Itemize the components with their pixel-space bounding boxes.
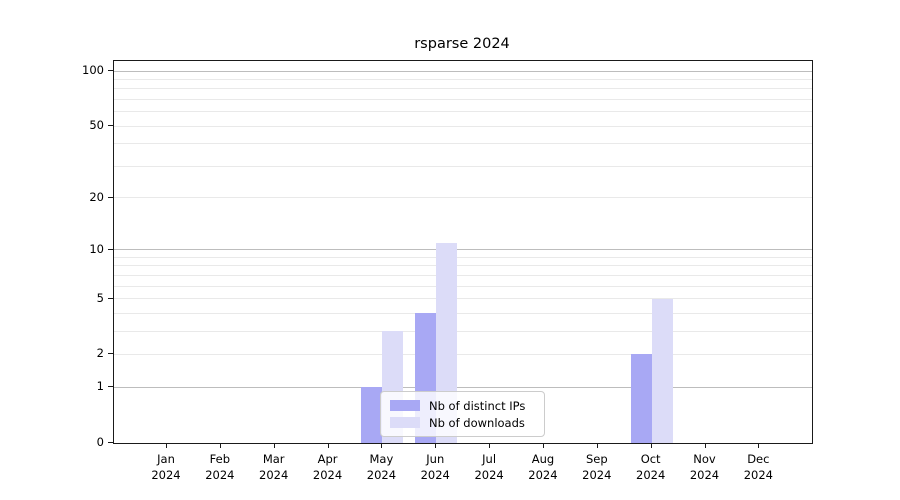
- x-tick-month: Mar: [262, 452, 285, 466]
- y-tick-label: 10: [89, 241, 104, 256]
- minor-gridline: [114, 143, 812, 145]
- major-gridline: [114, 70, 812, 72]
- y-tick-mark: [108, 248, 113, 250]
- x-tick-year: 2024: [420, 468, 450, 482]
- x-tick-month: May: [369, 452, 394, 466]
- minor-gridline: [114, 256, 812, 258]
- x-tick-mark: [381, 443, 383, 448]
- x-tick-label: Jun 2024: [405, 451, 465, 483]
- x-tick-label: Feb 2024: [190, 451, 250, 483]
- bar-downloads: [651, 298, 673, 443]
- minor-gridline: [114, 98, 812, 100]
- x-tick-year: 2024: [582, 468, 612, 482]
- x-tick-mark: [650, 443, 652, 448]
- minor-gridline: [114, 274, 812, 276]
- x-tick-year: 2024: [205, 468, 235, 482]
- minor-gridline: [114, 265, 812, 267]
- y-tick-label: 2: [96, 346, 104, 361]
- x-tick-year: 2024: [312, 468, 343, 482]
- legend-label-downloads: Nb of downloads: [429, 415, 525, 430]
- legend-item-downloads: Nb of downloads: [390, 416, 535, 430]
- x-tick-mark: [273, 443, 275, 448]
- minor-gridline: [114, 197, 812, 199]
- legend-label-distinct-ips: Nb of distinct IPs: [429, 398, 526, 413]
- x-tick-label: Dec 2024: [728, 451, 788, 483]
- x-tick-year: 2024: [743, 468, 773, 482]
- minor-gridline: [114, 125, 812, 127]
- x-tick-month: Dec: [747, 452, 770, 466]
- y-tick-mark: [108, 442, 113, 443]
- y-tick-label: 5: [96, 290, 104, 305]
- x-tick-label: Jan 2024: [136, 451, 196, 483]
- x-tick-year: 2024: [474, 468, 504, 482]
- chart-title: rsparse 2024: [414, 36, 510, 52]
- plot-area: [113, 60, 813, 444]
- x-tick-month: Jan: [157, 452, 175, 466]
- y-tick-label: 1: [96, 379, 104, 394]
- x-tick-year: 2024: [689, 468, 720, 482]
- y-tick-mark: [108, 297, 113, 299]
- x-tick-year: 2024: [636, 468, 666, 482]
- x-tick-month: Nov: [693, 452, 716, 466]
- y-tick-label: 100: [82, 63, 104, 77]
- y-tick-mark: [108, 386, 113, 388]
- x-tick-mark: [219, 443, 221, 448]
- minor-gridline: [114, 88, 812, 90]
- minor-gridline: [114, 165, 812, 167]
- x-tick-label: Oct 2024: [621, 451, 681, 483]
- x-tick-year: 2024: [151, 468, 181, 482]
- minor-gridline: [114, 78, 812, 80]
- x-tick-month: Oct: [640, 452, 661, 466]
- x-tick-month: Jun: [426, 452, 445, 466]
- legend: Nb of distinct IPs Nb of downloads: [380, 391, 545, 437]
- legend-swatch-distinct-ips-icon: [390, 400, 420, 411]
- x-tick-label: May 2024: [351, 451, 411, 483]
- minor-gridline: [114, 111, 812, 113]
- x-tick-mark: [166, 443, 167, 448]
- minor-gridline: [114, 285, 812, 287]
- x-tick-month: Jul: [482, 452, 497, 466]
- bar-distinct-ips: [630, 354, 652, 443]
- x-tick-month: Sep: [585, 452, 608, 466]
- x-tick-mark: [704, 443, 706, 448]
- x-tick-label: Apr 2024: [298, 451, 358, 483]
- y-tick-label: 20: [89, 189, 104, 204]
- y-tick-label: 0: [96, 435, 104, 449]
- x-tick-mark: [327, 443, 329, 448]
- x-tick-month: Feb: [209, 452, 231, 466]
- x-tick-mark: [542, 443, 544, 448]
- y-tick-label: 50: [89, 118, 104, 133]
- x-tick-label: Aug 2024: [513, 451, 573, 483]
- x-tick-mark: [758, 443, 760, 448]
- major-gridline: [114, 249, 812, 251]
- y-tick-mark: [108, 70, 113, 71]
- x-tick-label: Mar 2024: [244, 451, 304, 483]
- x-tick-label: Jul 2024: [459, 451, 519, 483]
- minor-gridline: [114, 298, 812, 300]
- x-tick-label: Nov 2024: [675, 451, 735, 483]
- x-tick-month: Aug: [531, 452, 555, 466]
- x-tick-mark: [596, 443, 598, 448]
- x-tick-year: 2024: [366, 468, 397, 482]
- x-tick-month: Apr: [317, 452, 338, 466]
- y-tick-mark: [108, 125, 113, 127]
- x-tick-year: 2024: [528, 468, 558, 482]
- x-tick-mark: [435, 443, 437, 448]
- minor-gridline: [114, 330, 812, 332]
- x-tick-label: Sep 2024: [567, 451, 627, 483]
- major-gridline: [114, 386, 812, 388]
- y-tick-mark: [108, 196, 113, 198]
- x-tick-year: 2024: [259, 468, 289, 482]
- minor-gridline: [114, 312, 812, 314]
- minor-gridline: [114, 353, 812, 355]
- y-tick-mark: [108, 353, 113, 355]
- legend-item-distinct-ips: Nb of distinct IPs: [390, 399, 535, 413]
- x-tick-mark: [489, 443, 491, 448]
- legend-swatch-downloads-icon: [390, 417, 420, 428]
- bar-distinct-ips: [361, 387, 383, 443]
